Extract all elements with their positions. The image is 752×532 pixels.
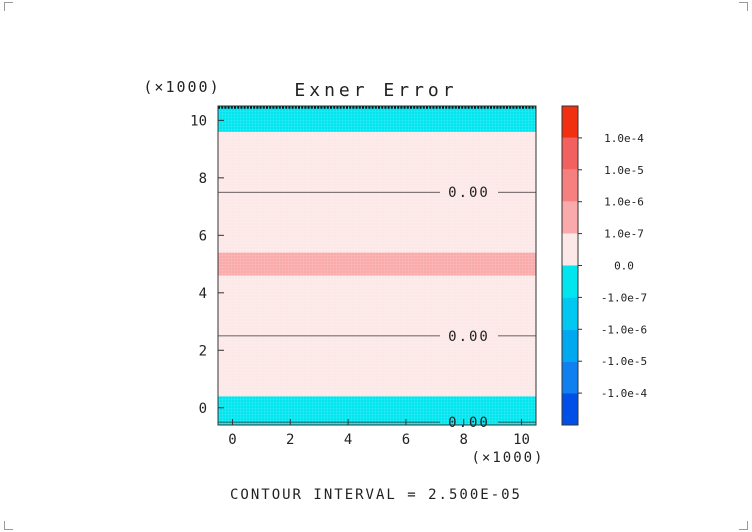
x-tick-label: 8 — [460, 432, 468, 448]
contour-label: 0.00 — [448, 415, 490, 431]
x-tick-label: 4 — [344, 432, 352, 448]
colorbar-swatch — [562, 393, 578, 425]
colorbar-label: -1.0e-4 — [601, 387, 648, 400]
contour-label: 0.00 — [448, 329, 490, 345]
plot-frame — [217, 105, 537, 426]
colorbar: 1.0e-4 1.0e-5 1.0e-6 1.0e-7 0.0 -1.0e-7 -1.0e-… — [561, 105, 648, 426]
x-axis-multiplier: (×1000) — [471, 450, 544, 466]
frame-corner-top-left — [4, 2, 13, 11]
colorbar-swatch — [562, 329, 578, 362]
colorbar-swatch — [562, 361, 578, 394]
y-tick-label: 10 — [190, 113, 207, 129]
colorbar-label: 1.0e-6 — [604, 196, 644, 209]
colorbar-swatch — [562, 201, 578, 234]
colorbar-label: -1.0e-6 — [601, 323, 647, 336]
y-axis: 0 2 4 6 8 10 — [190, 113, 224, 417]
colorbar-swatch — [562, 106, 578, 138]
colorbar-swatch — [562, 137, 578, 170]
y-tick-label: 6 — [199, 228, 207, 244]
x-tick-label: 0 — [228, 432, 236, 448]
chart-title: Exner Error — [294, 80, 457, 101]
colorbar-label: 1.0e-7 — [604, 228, 644, 241]
colorbar-label: -1.0e-7 — [601, 291, 647, 304]
plot-area: 0.00 0.00 0.00 — [217, 105, 537, 431]
colorbar-swatch — [562, 233, 578, 266]
y-tick-label: 0 — [199, 401, 207, 417]
y-tick-label: 4 — [199, 286, 207, 302]
x-tick-label: 10 — [513, 432, 530, 448]
x-axis: 0 2 4 6 8 10 — [228, 419, 530, 448]
grid-mesh-texture — [218, 106, 536, 425]
frame-corner-bottom-left — [4, 521, 13, 530]
y-tick-label: 2 — [199, 343, 207, 359]
x-tick-label: 6 — [402, 432, 410, 448]
frame-corner-top-right — [739, 2, 748, 11]
colorbar-label: 1.0e-4 — [604, 132, 644, 145]
colorbar-label: -1.0e-5 — [601, 355, 647, 368]
colorbar-label: 1.0e-5 — [604, 164, 644, 177]
frame-corner-bottom-right — [739, 521, 748, 530]
contour-interval-note: CONTOUR INTERVAL = 2.500E-05 — [230, 487, 522, 503]
x-tick-label: 2 — [286, 432, 294, 448]
colorbar-label: 0.0 — [614, 260, 634, 273]
y-axis-multiplier: (×1000) — [143, 78, 220, 96]
colorbar-swatch — [562, 169, 578, 202]
colorbar-swatch — [562, 265, 578, 298]
contour-label: 0.00 — [448, 185, 490, 201]
y-tick-label: 8 — [199, 171, 207, 187]
colorbar-swatch — [562, 297, 578, 330]
